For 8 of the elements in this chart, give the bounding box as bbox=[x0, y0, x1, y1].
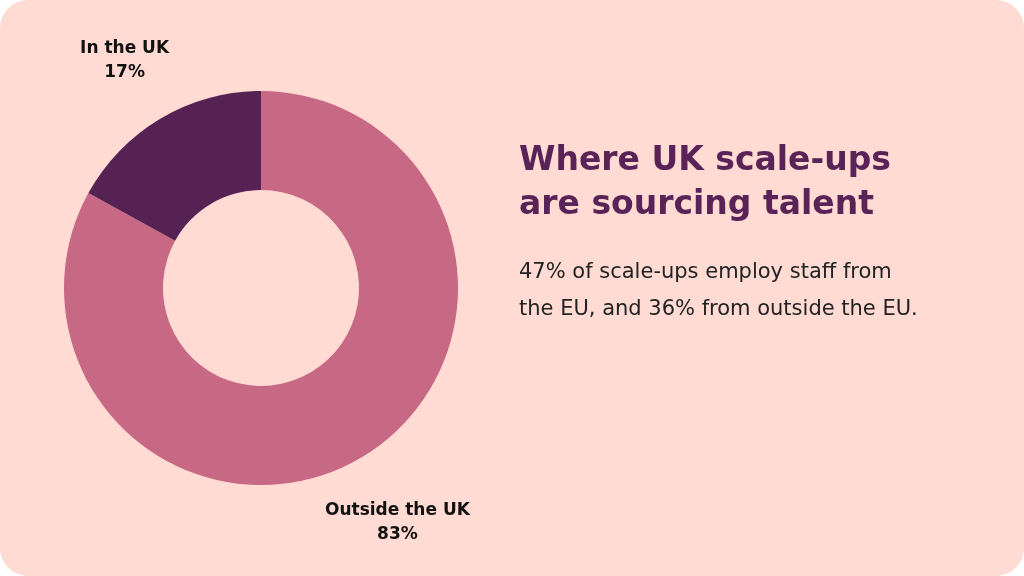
data-label: 83% bbox=[377, 522, 418, 543]
text: 47% of scale-ups employ staff from the EU, and 36% from outside the EU. bbox=[519, 259, 918, 320]
slice-label: In the UK bbox=[80, 37, 170, 58]
data-label: 17% bbox=[104, 61, 145, 82]
donut-slice bbox=[64, 91, 458, 485]
slice-label: Outside the UK bbox=[324, 498, 471, 519]
text: Where UK scale-ups are sourcing talent bbox=[519, 139, 891, 222]
donut-slice bbox=[88, 91, 261, 241]
